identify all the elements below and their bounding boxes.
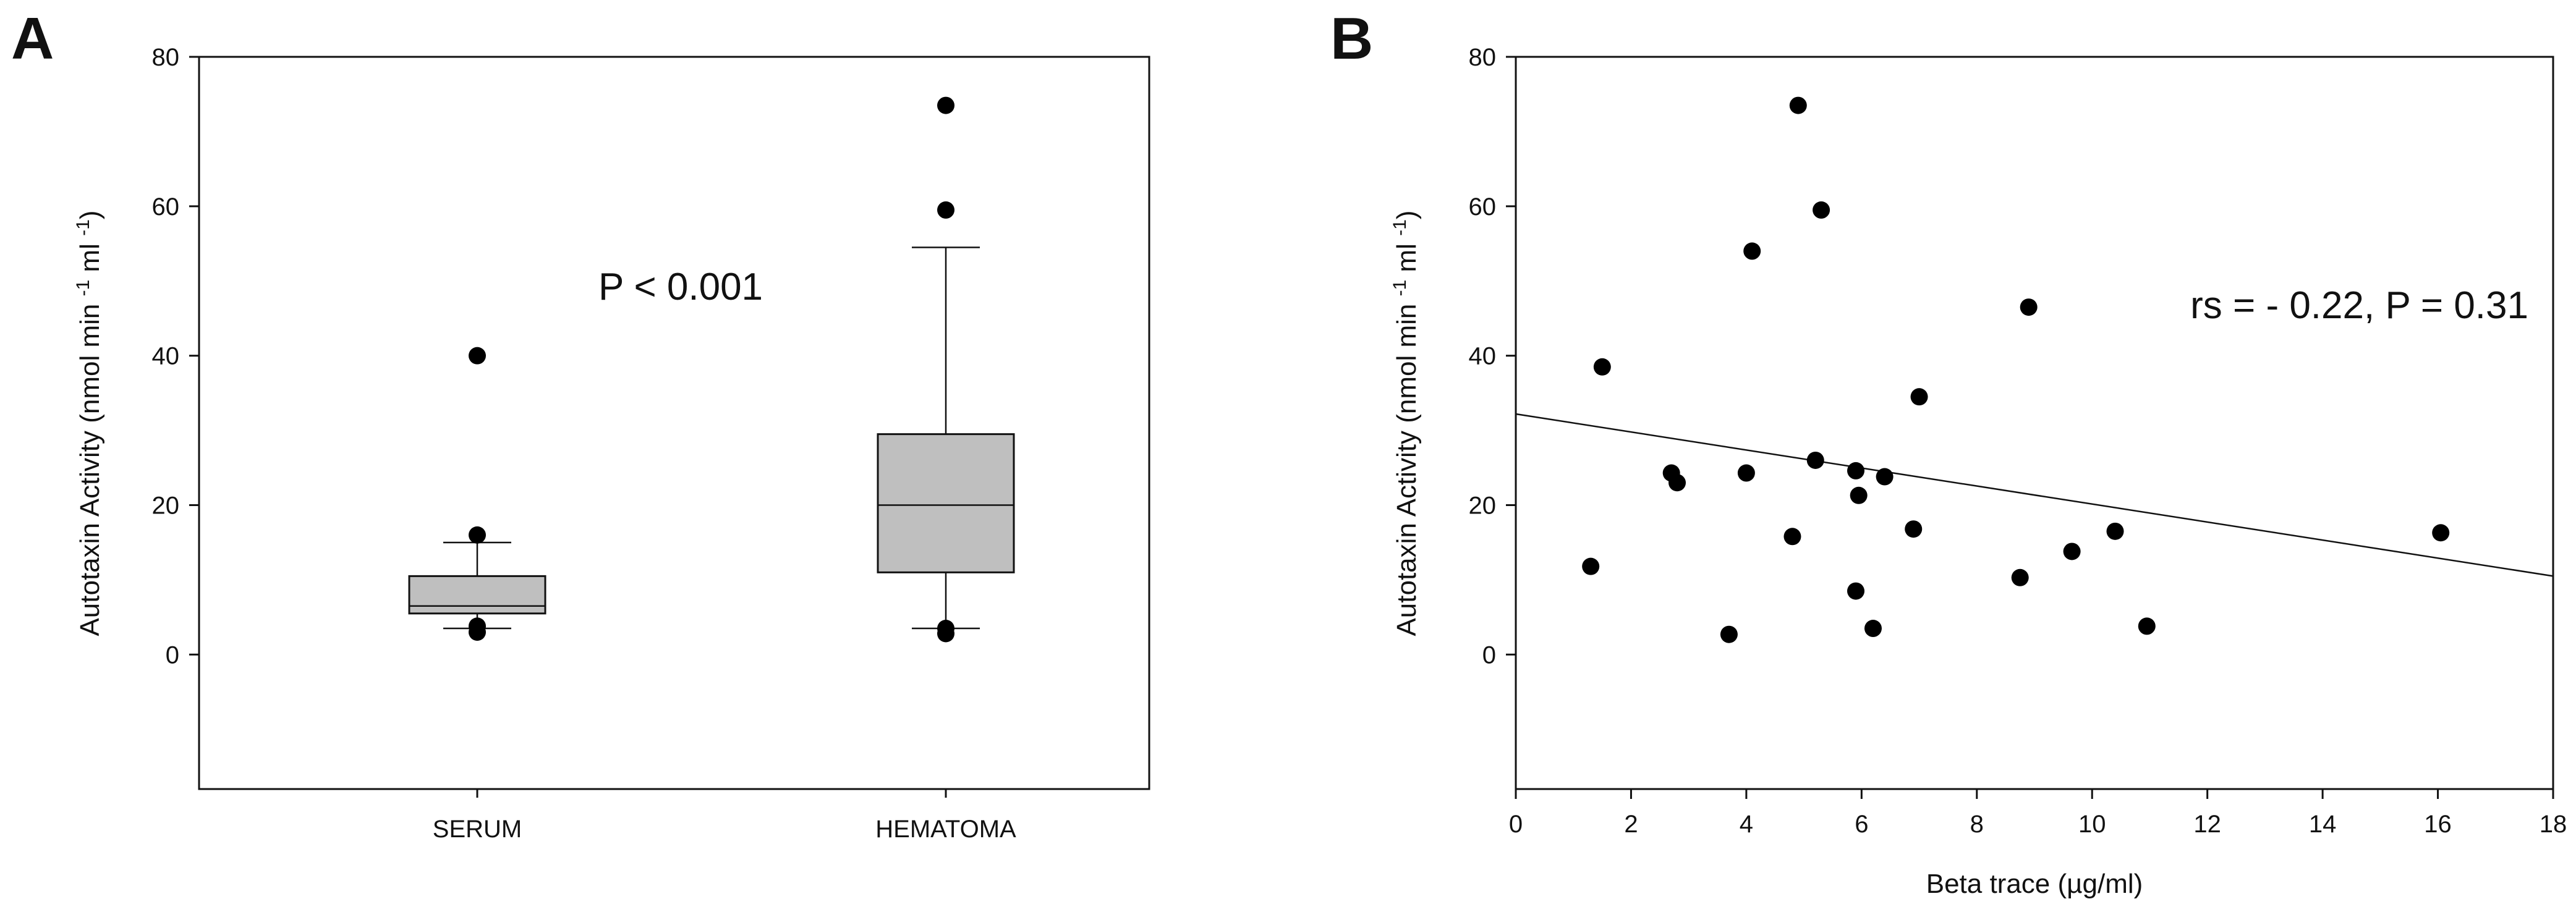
- panel-a-y-tick-label: 80: [152, 44, 180, 71]
- scatter-point: [2011, 568, 2029, 586]
- scatter-point: [1910, 388, 1928, 406]
- panel-a-p-value: P < 0.001: [598, 266, 763, 308]
- box-outlier-point: [469, 526, 486, 544]
- panel-a-category-label: SERUM: [433, 816, 522, 843]
- panel-b-letter: B: [1330, 6, 1373, 72]
- panel-b-x-tick-label: 0: [1509, 811, 1523, 838]
- scatter-point: [1850, 486, 1868, 504]
- scatter-point: [1847, 462, 1865, 479]
- scatter-point: [1737, 464, 1755, 482]
- panel-b-x-tick-label: 16: [2424, 811, 2452, 838]
- panel-b-points: [1582, 96, 2450, 643]
- panel-b-plot-frame: [1515, 56, 2554, 790]
- panel-a-y-ticks: 0 20 40 60 80: [152, 44, 199, 669]
- scatter-point: [1743, 242, 1761, 260]
- scatter-point: [2432, 524, 2450, 542]
- scatter-point: [1582, 557, 1600, 575]
- panel-a-plot-frame: [198, 56, 1150, 790]
- box-hematoma: [877, 433, 1015, 573]
- box-outlier-point: [469, 623, 486, 641]
- box-serum: [408, 575, 546, 615]
- panel-b-y-tick-label: 20: [1469, 492, 1497, 520]
- panel-b-x-tick-label: 2: [1624, 811, 1638, 838]
- panel-a-outliers: [469, 96, 954, 643]
- panel-b-x-ticks: 0 2 4 6 8 10 12 14 16 18: [1509, 789, 2567, 838]
- panel-b-y-ticks: 0 20 40 60 80: [1469, 44, 1516, 669]
- scatter-point: [1905, 520, 1923, 538]
- panel-b-regression: [1515, 413, 2554, 577]
- panel-b-y-tick-label: 60: [1469, 193, 1497, 221]
- panel-b-y-tick-label: 0: [1482, 641, 1496, 669]
- panel-b-x-tick-label: 4: [1740, 811, 1753, 838]
- scatter-point: [1806, 451, 1824, 469]
- panel-a-y-tick-label: 60: [152, 193, 180, 221]
- panel-a-category-label: HEMATOMA: [875, 816, 1016, 843]
- scatter-point: [2138, 617, 2156, 635]
- scatter-point: [1593, 358, 1611, 376]
- panel-a: A 0 20 40 60 80 SERUM HEMATOMA P < 0.001 Auto…: [11, 6, 1150, 843]
- scatter-point: [1783, 528, 1801, 546]
- panel-a-boxes: [408, 247, 1015, 630]
- panel-a-y-tick-label: 20: [152, 492, 180, 520]
- scatter-point: [1789, 96, 1807, 114]
- regression-line: [1515, 413, 2554, 577]
- panel-b-y-axis-title: Autotaxin Activity (nmol min -1 ml -1): [1390, 210, 1422, 636]
- panel-a-y-tick-label: 40: [152, 343, 180, 370]
- panel-a-y-tick-label: 0: [166, 641, 179, 669]
- panel-b-x-tick-label: 10: [2078, 811, 2106, 838]
- panel-b-x-tick-label: 18: [2540, 811, 2567, 838]
- scatter-point: [1668, 474, 1686, 492]
- box-outlier-point: [937, 625, 954, 643]
- scatter-point: [1720, 625, 1738, 643]
- box-outlier-point: [469, 347, 486, 365]
- panel-b-y-tick-label: 40: [1469, 343, 1497, 370]
- scatter-point: [1813, 201, 1830, 219]
- scatter-point: [2106, 522, 2124, 540]
- panel-a-category-labels: SERUM HEMATOMA: [433, 789, 1016, 843]
- panel-b-x-tick-label: 8: [1970, 811, 1984, 838]
- panel-b: B 0 20 40 60 80 0 2 4 6 8 10 12 14 16 18 rs = - 0.22,…: [1330, 6, 2567, 899]
- box-outlier-point: [937, 201, 954, 219]
- box-outlier-point: [937, 96, 954, 114]
- scatter-point: [1864, 620, 1882, 638]
- scatter-point: [2063, 543, 2081, 560]
- scatter-point: [1847, 582, 1865, 600]
- panel-b-y-tick-label: 80: [1469, 44, 1497, 71]
- panel-b-x-tick-label: 12: [2193, 811, 2221, 838]
- scatter-point: [2020, 298, 2038, 316]
- panel-b-x-tick-label: 6: [1855, 811, 1868, 838]
- scatter-point: [1876, 468, 1894, 486]
- panel-b-x-axis-title: Beta trace (µg/ml): [1926, 869, 2143, 899]
- panel-a-y-axis-title: Autotaxin Activity (nmol min -1 ml -1): [73, 210, 106, 636]
- panel-b-x-tick-label: 14: [2309, 811, 2337, 838]
- panel-a-letter: A: [11, 6, 54, 72]
- panel-b-correlation: rs = - 0.22, P = 0.31: [2190, 284, 2528, 327]
